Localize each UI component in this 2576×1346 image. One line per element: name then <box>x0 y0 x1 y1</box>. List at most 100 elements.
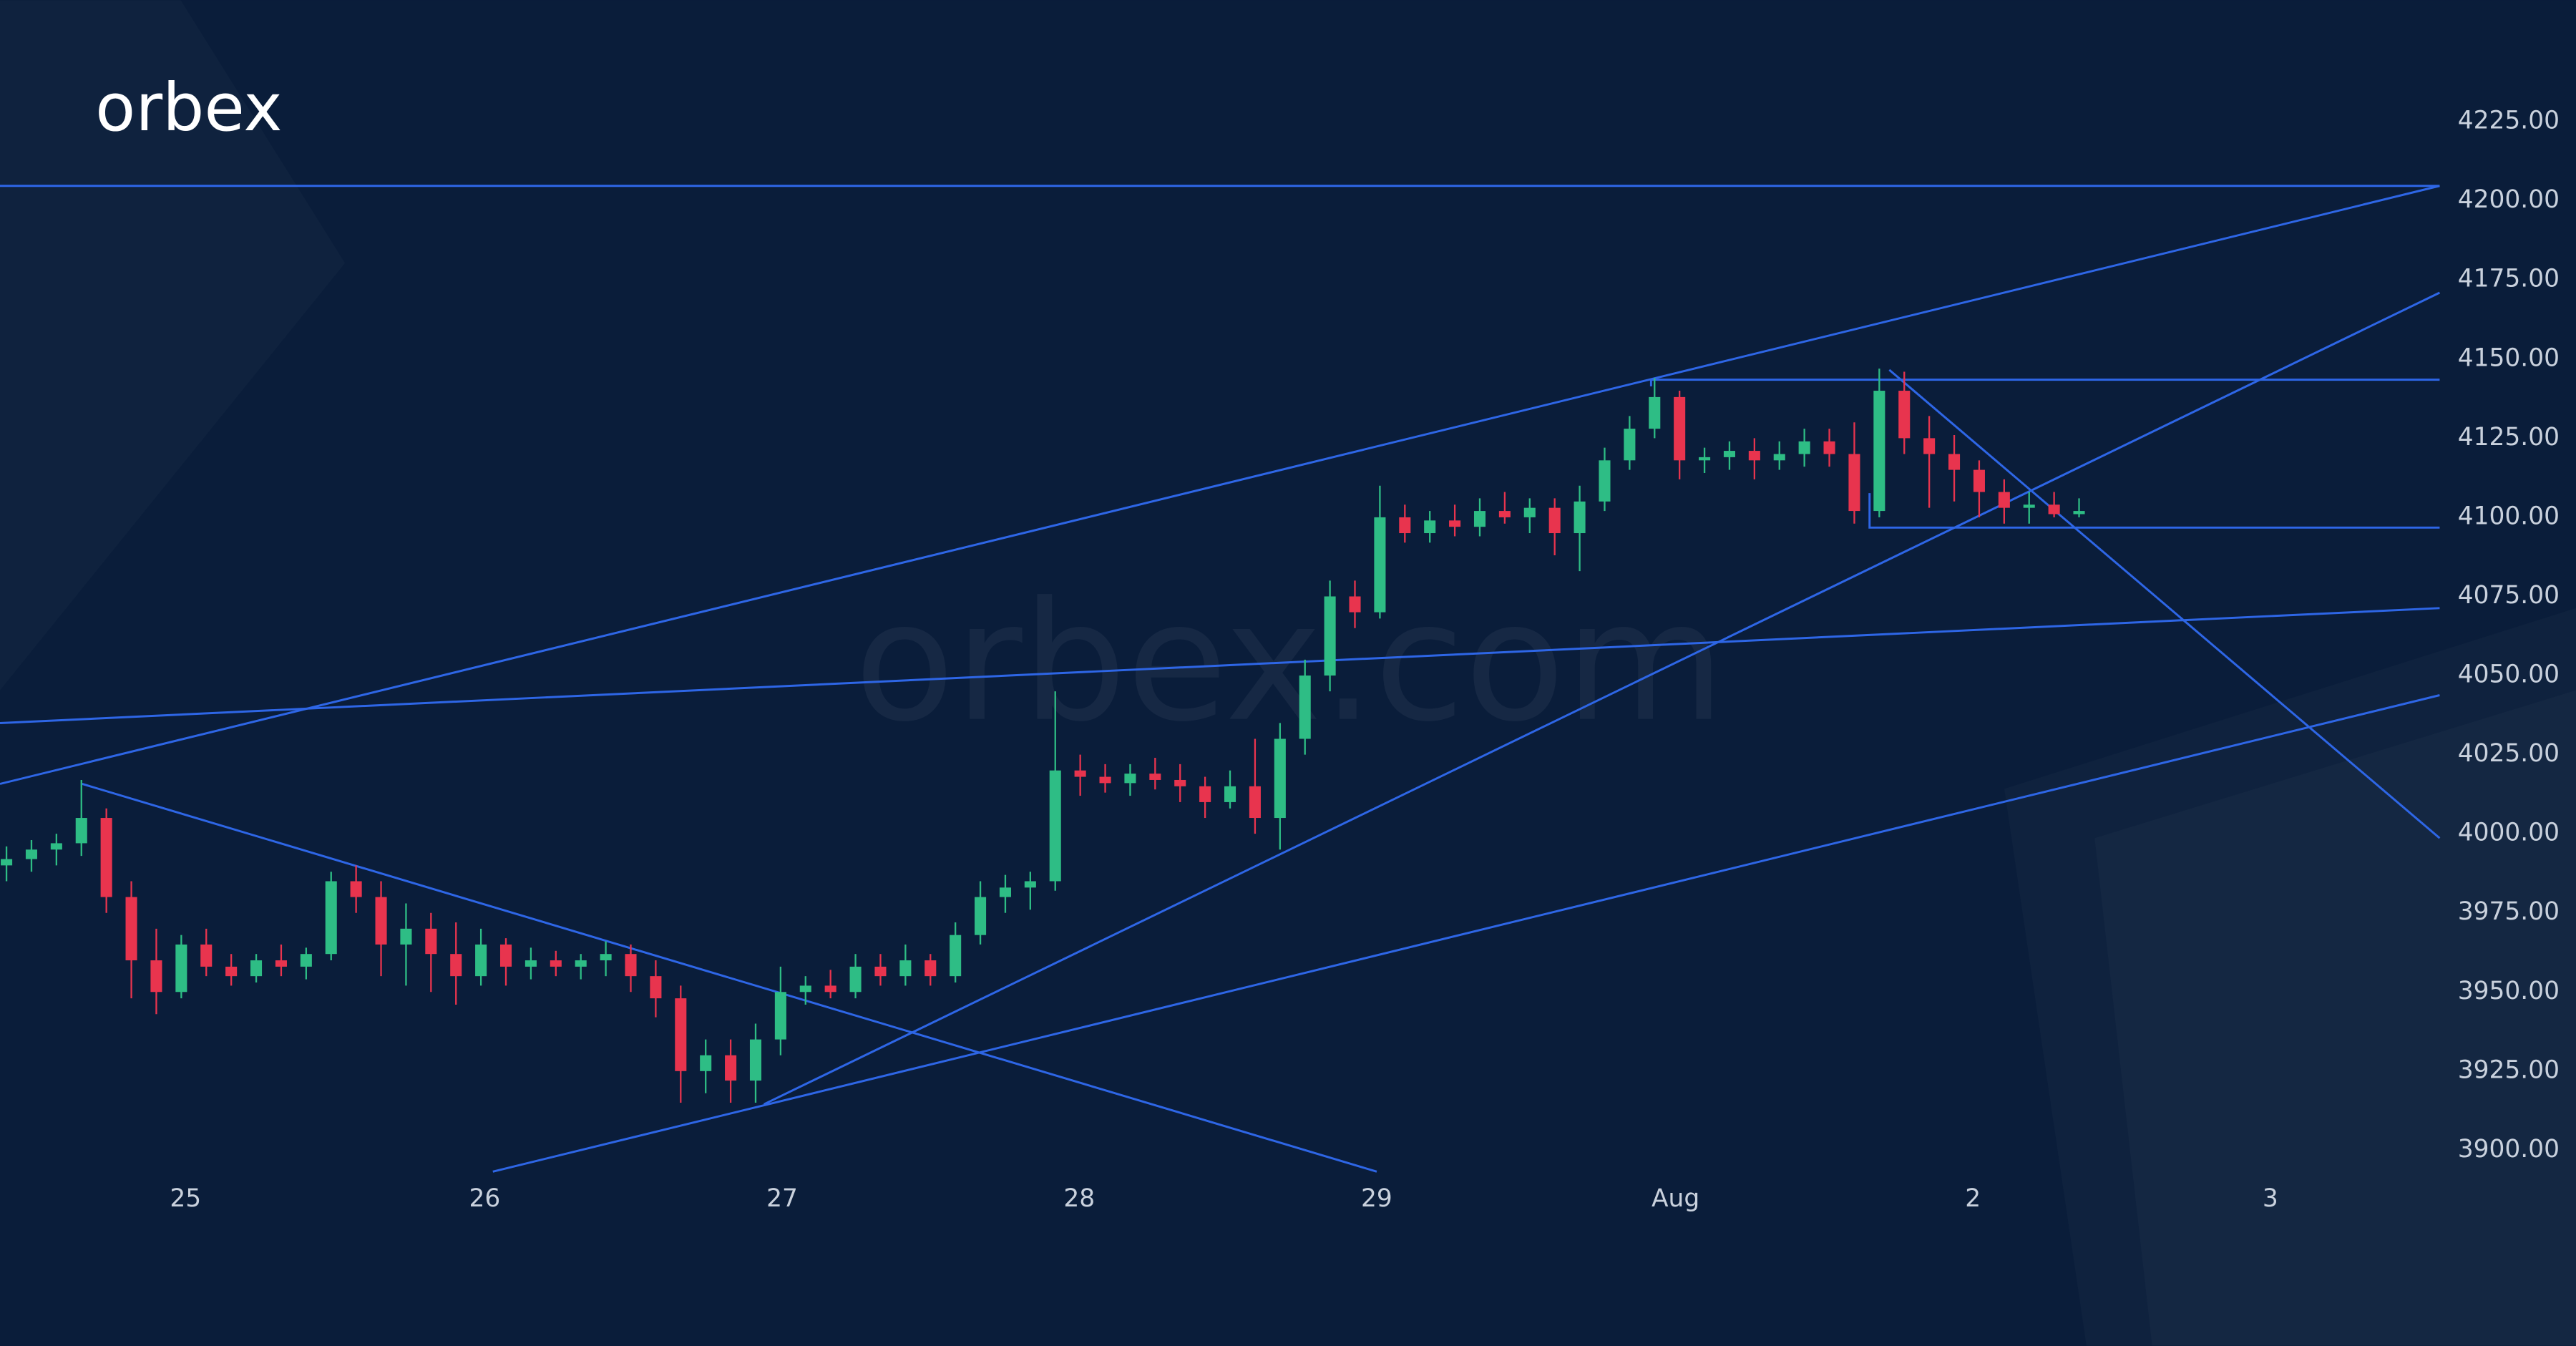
x-tick-label: 25 <box>170 1184 201 1213</box>
candle-body <box>1723 451 1736 457</box>
candle-body <box>799 985 811 993</box>
y-tick-label: 4200.00 <box>2458 185 2560 214</box>
candle-body <box>1149 774 1161 780</box>
y-tick-label: 3950.00 <box>2458 977 2560 1005</box>
candle-body <box>1748 451 1760 461</box>
y-tick-label: 4225.00 <box>2458 107 2560 135</box>
y-tick-label: 4100.00 <box>2458 502 2560 530</box>
candle-body <box>1024 881 1036 888</box>
candle-body <box>1624 429 1636 461</box>
candle-body <box>2048 504 2060 514</box>
candle-body <box>1224 786 1236 802</box>
candle-body <box>1873 391 1885 512</box>
x-tick-label: 26 <box>469 1184 500 1213</box>
candle-body <box>1399 517 1411 534</box>
candle-body <box>1199 786 1211 802</box>
candle-body <box>824 985 836 993</box>
candle-body <box>999 887 1011 897</box>
candle-body <box>675 998 687 1071</box>
candle-body <box>1848 454 1860 512</box>
candle-body <box>1649 396 1661 429</box>
y-tick-label: 4025.00 <box>2458 739 2560 768</box>
trend-line <box>1888 369 2441 839</box>
y-tick-label: 4150.00 <box>2458 343 2560 372</box>
candle-body <box>1523 507 1536 517</box>
candle-body <box>350 881 362 897</box>
x-tick-label: 2 <box>1965 1184 1981 1213</box>
candle-body <box>425 928 437 955</box>
candle-body <box>25 849 38 859</box>
candle-body <box>1449 520 1461 527</box>
candle-body <box>1773 454 1785 461</box>
x-tick-label: 28 <box>1063 1184 1095 1213</box>
candle-body <box>1498 511 1511 517</box>
candle-body <box>1174 779 1186 786</box>
candle-body <box>250 960 263 977</box>
candle-body <box>749 1039 762 1081</box>
candle-body <box>700 1055 712 1071</box>
candle-body <box>975 897 987 935</box>
candle-body <box>725 1055 737 1081</box>
candle-body <box>874 966 887 977</box>
candle-body <box>1998 492 2010 508</box>
y-tick-label: 4075.00 <box>2458 581 2560 610</box>
candle-body <box>1674 396 1686 461</box>
candle-body <box>475 944 487 977</box>
candle-body <box>175 944 187 993</box>
candle-body <box>1124 774 1136 784</box>
candle-body <box>1823 441 1835 454</box>
candle-body <box>1324 596 1336 676</box>
trend-lines <box>0 185 2441 1173</box>
candle-body <box>1274 738 1286 819</box>
x-tick-label: Aug <box>1652 1184 1699 1213</box>
candle-body <box>625 954 637 977</box>
candle-body <box>400 928 412 945</box>
trend-line <box>1649 379 2440 386</box>
candle-body <box>325 881 337 955</box>
candle-body <box>1249 786 1261 819</box>
candle-body <box>1049 770 1061 882</box>
candle-body <box>1349 596 1361 613</box>
trend-line <box>0 607 2440 725</box>
candle-body <box>1424 520 1436 534</box>
trend-line <box>0 185 2440 785</box>
candle-body <box>2073 511 2085 514</box>
candle-body <box>849 966 862 993</box>
candle-body <box>650 976 662 999</box>
candle-body <box>1374 517 1386 613</box>
x-tick-label: 29 <box>1361 1184 1392 1213</box>
candle-body <box>1299 676 1311 739</box>
candle-body <box>1074 770 1086 777</box>
candle-body <box>525 960 537 967</box>
candle-body <box>1574 501 1586 534</box>
trend-line <box>763 291 2441 1106</box>
candle-body <box>1798 441 1810 454</box>
candle-body <box>375 897 387 945</box>
candle-body <box>225 966 238 977</box>
trend-line <box>492 694 2440 1173</box>
candle-body <box>899 960 912 977</box>
candle-body <box>100 818 112 897</box>
candle-body <box>1099 776 1111 784</box>
y-tick-label: 4050.00 <box>2458 660 2560 689</box>
candle-body <box>200 944 213 967</box>
candle-body <box>1699 457 1711 461</box>
y-tick-label: 4000.00 <box>2458 819 2560 847</box>
candle-body <box>600 954 612 961</box>
candle-body <box>1548 507 1561 534</box>
candle-body <box>1599 460 1611 502</box>
candle-body <box>774 992 786 1040</box>
candle-body <box>1948 454 1961 470</box>
candle-body <box>2023 504 2035 508</box>
candle-body <box>275 960 287 967</box>
y-tick-label: 3975.00 <box>2458 897 2560 926</box>
candle-body <box>125 897 137 961</box>
trend-line <box>1868 493 2440 529</box>
y-tick-label: 3925.00 <box>2458 1055 2560 1084</box>
candle-body <box>150 960 162 993</box>
y-tick-label: 3900.00 <box>2458 1135 2560 1164</box>
x-tick-label: 27 <box>766 1184 798 1213</box>
y-tick-label: 4125.00 <box>2458 423 2560 452</box>
